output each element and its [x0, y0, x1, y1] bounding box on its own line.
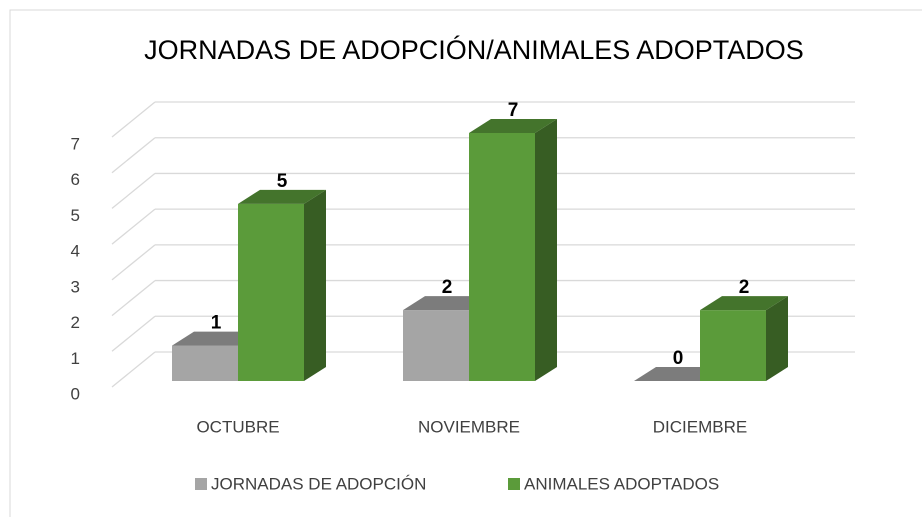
y-tick-label: 3 — [71, 277, 80, 296]
bar-side — [304, 189, 326, 381]
y-tick-label: 2 — [71, 313, 80, 332]
y-tick-label: 5 — [71, 206, 80, 225]
grid-line — [111, 244, 156, 281]
bar-side — [766, 296, 788, 381]
grid-line — [111, 172, 156, 209]
data-label: 2 — [442, 277, 453, 298]
grid-line — [111, 137, 156, 174]
legend-label: JORNADAS DE ADOPCIÓN — [211, 474, 426, 493]
data-label: 5 — [277, 171, 288, 192]
legend-swatch — [508, 478, 520, 490]
bar — [238, 203, 304, 381]
grid-line — [111, 208, 156, 245]
x-tick-label: OCTUBRE — [196, 417, 279, 436]
y-tick-label: 6 — [71, 170, 80, 189]
grid-line — [111, 351, 156, 388]
data-label: 2 — [739, 277, 750, 298]
y-tick-label: 0 — [71, 384, 80, 403]
legend-label: ANIMALES ADOPTADOS — [524, 474, 719, 493]
grid-line — [111, 280, 156, 317]
data-label: 0 — [673, 348, 684, 369]
x-tick-label: NOVIEMBRE — [418, 417, 520, 436]
chart-frame — [9, 9, 922, 517]
bar-side — [535, 119, 557, 381]
y-tick-label: 4 — [71, 242, 80, 261]
bar — [172, 345, 238, 381]
y-tick-label: 1 — [71, 349, 80, 368]
legend-swatch — [195, 478, 207, 490]
data-label: 7 — [508, 100, 519, 121]
grid-line — [111, 101, 156, 138]
data-label: 1 — [211, 313, 222, 334]
bar — [403, 310, 469, 381]
x-tick-label: DICIEMBRE — [653, 417, 747, 436]
bar-top — [238, 189, 326, 204]
chart-title: JORNADAS DE ADOPCIÓN/ANIMALES ADOPTADOS — [144, 34, 804, 65]
bar-top — [700, 296, 788, 311]
y-tick-label: 7 — [71, 134, 80, 153]
bar — [700, 310, 766, 381]
grid-line — [111, 315, 156, 352]
bar-top — [469, 119, 557, 133]
bar — [469, 133, 535, 381]
